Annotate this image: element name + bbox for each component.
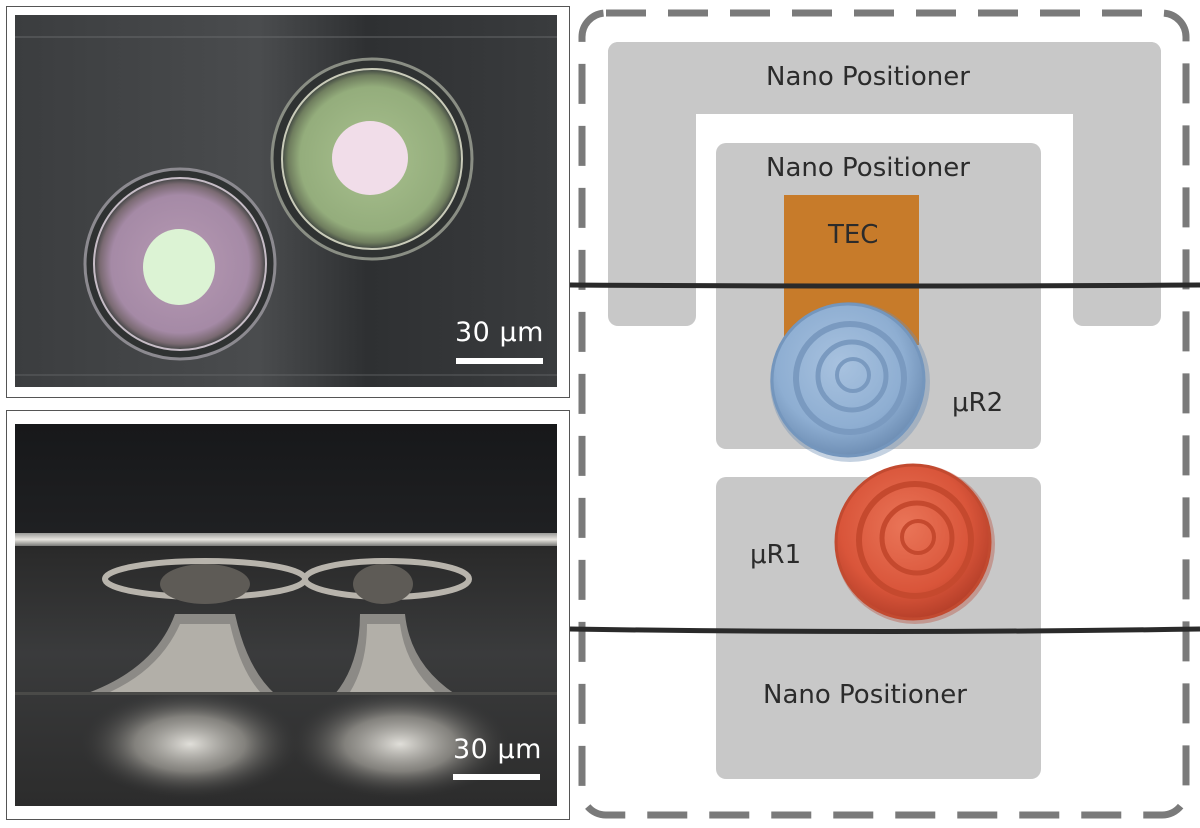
lower-fiber bbox=[570, 626, 1200, 634]
resonator2-shape bbox=[770, 302, 930, 462]
upper-fiber bbox=[570, 282, 1200, 289]
resonator2-label: μR2 bbox=[952, 388, 1004, 418]
side-view-image bbox=[15, 424, 557, 806]
dashed-enclosure bbox=[578, 9, 1190, 819]
middle-positioner-label: Nano Positioner bbox=[766, 153, 970, 183]
outer-positioner-label: Nano Positioner bbox=[766, 62, 970, 92]
side-view-micrograph: 30 μm bbox=[15, 424, 557, 806]
top-view-scale-bar bbox=[456, 358, 543, 364]
resonator1-label: μR1 bbox=[750, 540, 802, 570]
side-view-scale-label: 30 μm bbox=[453, 734, 542, 765]
top-view-scale-label: 30 μm bbox=[455, 317, 544, 348]
top-view-image bbox=[15, 15, 557, 387]
bottom-positioner-label: Nano Positioner bbox=[763, 680, 967, 710]
outer-positioner-shape bbox=[608, 42, 1161, 326]
schematic-diagram: Nano Positioner Nano Positioner TEC μR2 … bbox=[570, 0, 1200, 828]
top-view-micrograph: 30 μm bbox=[15, 15, 557, 387]
tec-label: TEC bbox=[828, 220, 879, 250]
side-view-scale-bar bbox=[453, 774, 540, 780]
resonator1-shape bbox=[834, 463, 995, 624]
schematic-graphics bbox=[570, 9, 1200, 819]
